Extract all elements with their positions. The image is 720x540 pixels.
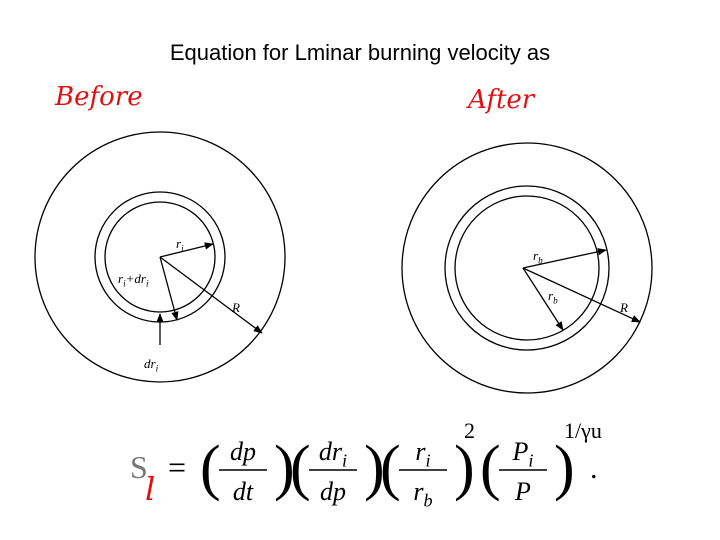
right-diagram	[401, 142, 653, 394]
paren: (	[200, 434, 221, 502]
text-part: b	[553, 295, 558, 305]
text-part: b	[538, 255, 543, 265]
text-part: R	[619, 300, 628, 315]
diagram-label: rb	[548, 288, 558, 305]
text-part: r	[548, 288, 554, 303]
denominator: dp	[320, 477, 346, 506]
paren: (	[380, 434, 401, 502]
text-part: i	[146, 278, 149, 288]
text-part: i	[426, 451, 431, 471]
text-part: i	[123, 278, 126, 288]
period: .	[590, 452, 598, 485]
denominator: P	[514, 477, 531, 506]
text-part: i	[528, 451, 533, 471]
exponent: 2	[464, 418, 475, 443]
diagram-label: ri	[176, 236, 184, 253]
text-part: i	[181, 243, 184, 253]
diagram-label: dri	[144, 356, 159, 373]
numerator: Pi	[512, 437, 534, 471]
text-part: R	[231, 300, 240, 315]
numerator: dri	[319, 437, 347, 471]
slide-title: Equation for Lminar burning velocity as	[170, 40, 550, 65]
paren: (	[480, 434, 501, 502]
paren: )	[364, 434, 385, 502]
diagram-label: ri+dri	[118, 271, 149, 288]
lhs-sub: l	[145, 470, 155, 508]
numerator: dp	[230, 437, 256, 466]
text-part: dr	[319, 437, 343, 466]
paren: )	[454, 434, 475, 502]
text-part: i	[342, 451, 347, 471]
text-part: r	[118, 271, 124, 286]
left-diagram	[34, 131, 286, 383]
text-part: P	[512, 437, 529, 466]
diagram-label: rb	[533, 248, 543, 265]
paren: (	[290, 434, 311, 502]
text-part: r	[176, 236, 182, 251]
text-part: r	[533, 248, 539, 263]
text-part: P	[514, 477, 531, 506]
text-part: i	[156, 363, 159, 373]
diagram-label: R	[619, 300, 628, 315]
text-part: +dr	[126, 271, 147, 286]
paren: )	[554, 434, 575, 502]
text-part: dr	[144, 356, 157, 371]
denominator: rb	[413, 477, 432, 511]
text-part: r	[415, 437, 426, 466]
text-part: r	[413, 477, 424, 506]
diagram-label: R	[231, 300, 240, 315]
numerator: ri	[415, 437, 430, 471]
before-note: Before	[54, 82, 143, 112]
equals: =	[168, 449, 186, 485]
text-part: dp	[320, 477, 346, 506]
text-part: b	[424, 491, 433, 511]
paren: )	[274, 434, 295, 502]
exponent: 1/γu	[564, 418, 602, 443]
text-part: dp	[230, 437, 256, 466]
after-note: After	[466, 85, 536, 115]
lhs: S	[130, 449, 148, 485]
text-part: dt	[233, 477, 254, 506]
denominator: dt	[233, 477, 254, 506]
